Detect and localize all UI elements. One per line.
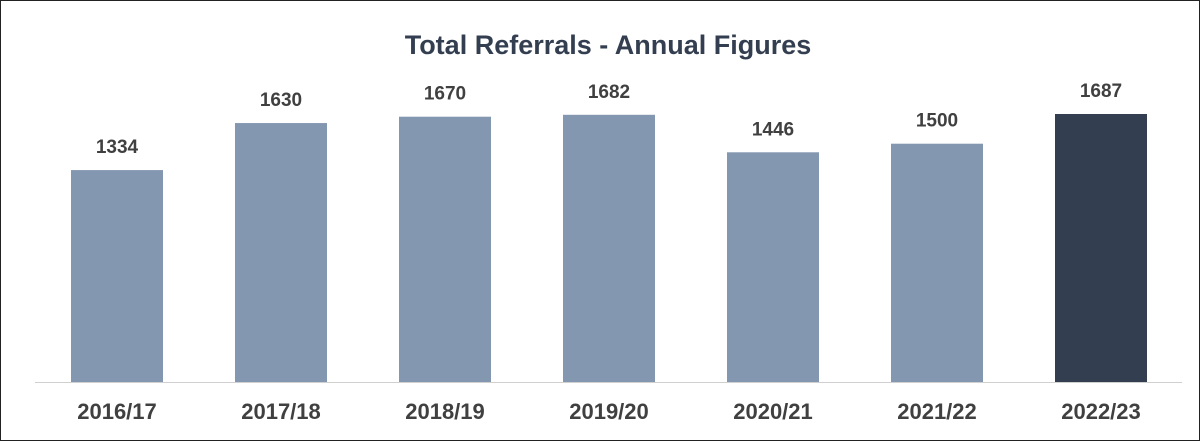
- value-label: 1334: [96, 137, 139, 158]
- value-label: 1687: [1080, 81, 1122, 102]
- bar: [891, 143, 983, 382]
- x-tick-label: 2021/22: [897, 399, 977, 424]
- x-tick-label: 2022/23: [1061, 399, 1141, 424]
- bar: [399, 116, 491, 382]
- bar: [727, 152, 819, 382]
- value-label: 1500: [916, 111, 958, 132]
- chart-title: Total Referrals - Annual Figures: [405, 30, 812, 60]
- value-label: 1670: [424, 84, 466, 105]
- x-tick-label: 2020/21: [733, 399, 813, 424]
- value-label: 1630: [260, 90, 302, 111]
- value-label: 1682: [588, 82, 630, 103]
- bar: [563, 114, 655, 382]
- x-tick-label: 2017/18: [241, 399, 321, 424]
- value-label: 1446: [752, 119, 794, 140]
- x-tick-label: 2018/19: [405, 399, 485, 424]
- bar: [1055, 114, 1147, 382]
- x-tick-label: 2016/17: [77, 399, 157, 424]
- bar: [235, 123, 327, 383]
- x-tick-label: 2019/20: [569, 399, 649, 424]
- bar: [71, 170, 163, 382]
